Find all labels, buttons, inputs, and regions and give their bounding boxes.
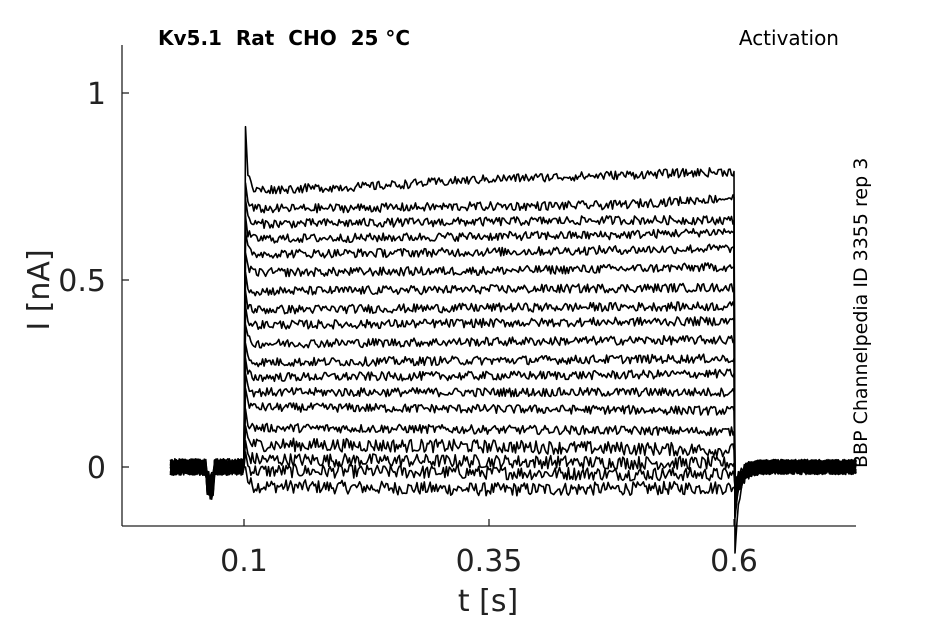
y-tick-label: 0 — [87, 451, 106, 486]
source-id-label: BBP Channelpedia ID 3355 rep 3 — [850, 157, 872, 468]
x-axis-label: t [s] — [457, 584, 519, 619]
x-tick-label: 0.6 — [710, 544, 758, 579]
y-axis-label: I [nA] — [22, 249, 57, 331]
x-tick-label: 0.35 — [456, 544, 523, 579]
protocol-label: Activation — [738, 26, 839, 50]
y-tick-label: 0.5 — [58, 264, 106, 299]
x-tick-label: 0.1 — [220, 544, 268, 579]
current-trace-19 — [170, 125, 857, 554]
y-tick-label: 1 — [87, 77, 106, 112]
current-trace-2 — [169, 451, 857, 500]
chart-title: Kv5.1 Rat CHO 25 °C — [158, 26, 411, 50]
current-traces — [169, 125, 857, 554]
axes: 0.1 0.35 0.6 0 0.5 1 — [58, 45, 856, 579]
